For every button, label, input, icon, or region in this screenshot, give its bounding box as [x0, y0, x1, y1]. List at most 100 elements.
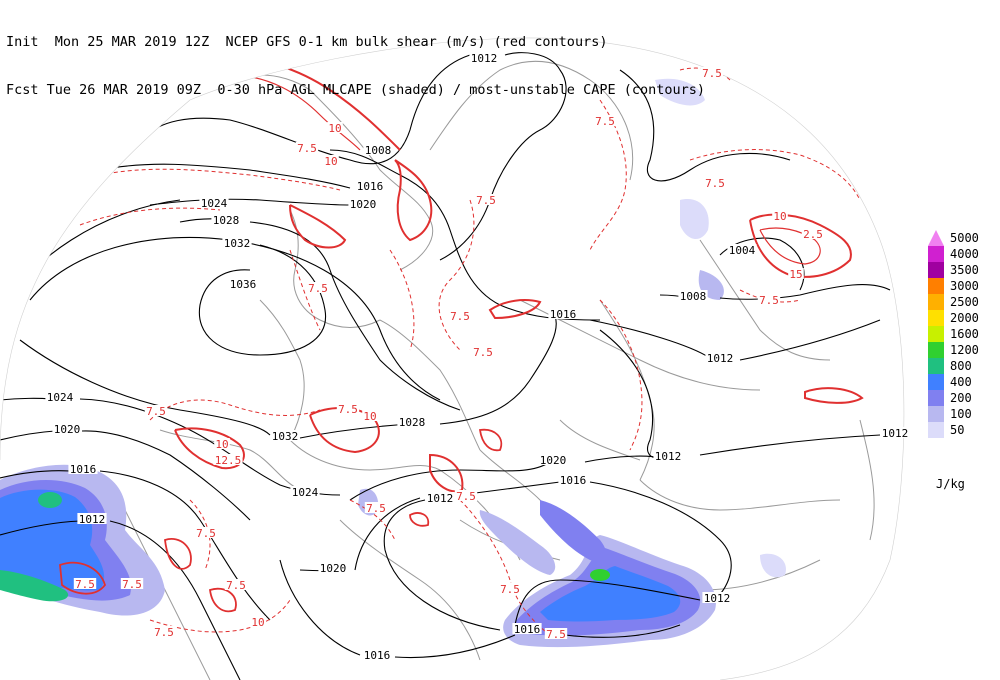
shear-contour-label: 10 [215, 438, 228, 451]
pressure-contour-label: 1020 [54, 423, 81, 436]
legend-swatch [928, 278, 944, 294]
shear-contour-label: 7.5 [308, 282, 328, 295]
pressure-contour-label: 1032 [272, 430, 299, 443]
pressure-contour-label: 1008 [680, 290, 707, 303]
pressure-contour-label-background [727, 244, 757, 255]
shear-contour-label: 7.5 [297, 142, 317, 155]
shear-contour-label-background [152, 626, 176, 637]
pressure-contour-label: 1016 [550, 308, 577, 321]
shear-contour-label-background [448, 310, 472, 321]
pressure-contour-label-background [397, 416, 427, 427]
pressure-contour-label-background [77, 513, 107, 524]
legend-swatch [928, 262, 944, 278]
pressure-contour-label-background [348, 198, 378, 209]
pressure-contour-label: 1012 [471, 52, 498, 65]
shear-contour-label-background [362, 410, 378, 421]
pressure-contour-label-background [270, 430, 300, 441]
shear-contour-label: 10 [773, 210, 786, 223]
legend-item: 100 [928, 406, 998, 422]
shear-contour-label-background [224, 579, 248, 590]
pressure-contour-labels: 1012 1008 1016 1020 1024 1028 1032 1036 1004 1008… [45, 52, 910, 662]
legend-swatch [928, 422, 944, 438]
pressure-contour-label: 1012 [655, 450, 682, 463]
legend-label: 400 [950, 375, 972, 389]
cape-legend: 5000 4000 3500 3000 2500 2000 1600 1200 800 400 20… [928, 230, 998, 438]
legend-swatch [928, 326, 944, 342]
legend-label: 200 [950, 391, 972, 405]
header-line-forecast: Fcst Tue 26 MAR 2019 09Z 0-30 hPa AGL ML… [6, 82, 705, 98]
pressure-contour-label: 1036 [230, 278, 257, 291]
legend-label: 1200 [950, 343, 979, 357]
pressure-contour-label-background [678, 290, 708, 301]
pressure-contour-label-background [290, 486, 320, 497]
legend-item: 5000 [928, 230, 998, 246]
shear-contour-label: 7.5 [759, 294, 779, 307]
shear-contour-label-background [73, 578, 97, 589]
pressure-contour-label: 1012 [79, 513, 106, 526]
pressure-contour-label-background [318, 562, 348, 573]
legend-swatch [928, 358, 944, 374]
legend-swatch [928, 230, 944, 246]
shear-contour-label-background [306, 282, 330, 293]
header-line-init: Init Mon 25 MAR 2019 12Z NCEP GFS 0-1 km… [6, 34, 608, 50]
legend-label: 800 [950, 359, 972, 373]
pressure-contour-label: 1016 [357, 180, 384, 193]
shear-contour-label-background [144, 405, 168, 416]
shear-contour-label-background [471, 346, 495, 357]
legend-label: 5000 [950, 231, 979, 245]
legend-label: 2500 [950, 295, 979, 309]
pressure-contour-label: 1016 [70, 463, 97, 476]
pressure-contour-label-background [538, 454, 568, 465]
pressure-contour-label-background [199, 197, 229, 208]
shear-contour-label: 10 [363, 410, 376, 423]
shear-contour-label: 7.5 [366, 502, 386, 515]
map-header: Init Mon 25 MAR 2019 12Z NCEP GFS 0-1 km… [6, 2, 705, 114]
map-domain-outline [0, 37, 905, 680]
shear-contour-label-background [474, 194, 498, 205]
shear-contour-label-background [323, 155, 339, 166]
legend-item: 2500 [928, 294, 998, 310]
shear-contour-label-background [700, 67, 724, 78]
pressure-contour-label: 1024 [292, 486, 319, 499]
legend-item: 800 [928, 358, 998, 374]
shear-contour-label: 7.5 [546, 628, 566, 641]
legend-units: J/kg [936, 477, 965, 491]
pressure-contour-label: 1004 [729, 244, 756, 257]
pressure-contour-label: 1024 [201, 197, 228, 210]
pressure-contour-label-background [425, 492, 455, 503]
pressure-contour-label-background [362, 649, 392, 660]
pressure-contour-label: 1016 [364, 649, 391, 662]
pressure-contour-label: 1012 [707, 352, 734, 365]
shear-contour-label: 7.5 [473, 346, 493, 359]
legend-item: 3000 [928, 278, 998, 294]
pressure-contour-label: 1020 [540, 454, 567, 467]
legend-label: 100 [950, 407, 972, 421]
shear-contour-label-background [120, 578, 144, 589]
shear-contour-label: 7.5 [500, 583, 520, 596]
shear-contour-label: 10 [328, 122, 341, 135]
pressure-contour-label: 1016 [514, 623, 541, 636]
legend-item: 200 [928, 390, 998, 406]
pressure-contour-label: 1020 [350, 198, 377, 211]
pressure-contour-label: 1012 [704, 592, 731, 605]
shear-contour-label: 10 [251, 616, 264, 629]
shear-contour-label: 7.5 [476, 194, 496, 207]
legend-swatch [928, 342, 944, 358]
shear-contour-label: 7.5 [702, 67, 722, 80]
legend-label: 2000 [950, 311, 979, 325]
pressure-contours [0, 52, 891, 680]
shear-contour-label: 7.5 [456, 490, 476, 503]
shear-contour-label: 7.5 [450, 310, 470, 323]
legend-item: 50 [928, 422, 998, 438]
shear-contour-label: 12.5 [215, 454, 242, 467]
pressure-contour-label-background [653, 450, 683, 461]
legend-item: 1600 [928, 326, 998, 342]
shear-contour-label-background [772, 210, 788, 221]
legend-label: 3000 [950, 279, 979, 293]
shear-contour-label-background [250, 616, 266, 627]
shear-contour-label-background [593, 115, 617, 126]
pressure-contour-label-background [548, 308, 578, 319]
pressure-contour-label-background [211, 214, 241, 225]
legend-label: 3500 [950, 263, 979, 277]
pressure-contour-label-background [558, 474, 588, 485]
